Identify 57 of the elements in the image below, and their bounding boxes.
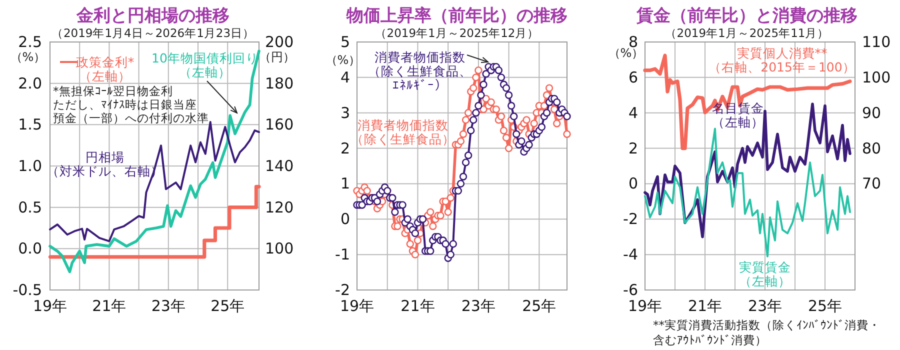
y2-tick-label: 120 — [265, 198, 294, 216]
legend-label: 政策金利*（左軸） — [76, 54, 134, 84]
y-tick-label: 0 — [340, 210, 350, 228]
y2-tick-label: 80 — [862, 139, 882, 158]
y2-tick-label: 160 — [265, 116, 294, 134]
y2-tick-label: 140 — [265, 157, 294, 175]
x-tick-label: 25年 — [808, 297, 842, 315]
chart-subtitle: （2019年1月～2025年11月） — [664, 26, 830, 40]
y2-tick-label: 180 — [265, 74, 294, 92]
x-tick-label: 19年 — [340, 297, 374, 315]
y-axis-title: （%） — [10, 50, 46, 64]
chart-title: 金利と円相場の推移 — [76, 6, 230, 26]
x-tick-label: 19年 — [32, 297, 68, 315]
y2-axis-title: （円） — [259, 50, 295, 64]
chart-title: 物価上昇率（前年比）の推移 — [346, 6, 568, 26]
y-tick-label: 0 — [628, 174, 638, 193]
y-tick-label: 2.0 — [18, 74, 42, 92]
x-tick-label: 23年 — [461, 297, 496, 315]
y-tick-label: -4 — [623, 246, 638, 264]
annotation: *無担保ｺｰﾙ翌日物金利ただし、ﾏｲﾅｽ時は日銀当座預金（一部）への付利の水準 — [53, 84, 209, 125]
x-tick-label: 21年 — [688, 297, 722, 315]
x-tick-label: 25年 — [210, 297, 245, 315]
y-tick-label: 6 — [628, 68, 638, 86]
y-tick-label: -2 — [335, 281, 350, 299]
x-tick-label: 25年 — [522, 297, 556, 315]
y-tick-label: -6 — [623, 281, 638, 299]
chart-title: 賃金（前年比）と消費の推移 — [636, 6, 858, 26]
y2-tick-label: 70 — [862, 174, 882, 193]
x-tick-label: 23年 — [151, 297, 186, 315]
y2-tick-label: 100 — [265, 240, 294, 258]
chart-subtitle: （2019年1月4日～2026年1月23日） — [51, 26, 255, 40]
x-tick-label: 23年 — [748, 297, 782, 315]
text: **実質消費活動指数（除くｲﾝﾊﾞｳﾝﾄﾞ消費・含むｱｳﾄﾊﾞｳﾝﾄﾞ消費） — [653, 318, 880, 347]
chart-subtitle: （2019年1月～2025年12月） — [374, 26, 540, 40]
y-tick-label: 2.5 — [18, 33, 42, 51]
y-tick-label: 2 — [628, 139, 638, 158]
y-tick-label: 5 — [340, 33, 350, 51]
y-tick-label: 0.0 — [18, 240, 42, 258]
y2-tick-label: 90 — [862, 104, 882, 122]
y-tick-label: -0.5 — [12, 281, 42, 299]
y2-tick-label: 110 — [862, 33, 891, 51]
y-tick-label: -2 — [623, 210, 638, 228]
y2-tick-label: 200 — [265, 33, 294, 51]
y-tick-label: 4 — [340, 68, 350, 86]
y-tick-label: -1 — [335, 246, 350, 264]
y-tick-label: 1.0 — [18, 157, 42, 175]
y-axis-title: （%） — [325, 53, 361, 67]
y-tick-label: 2 — [340, 139, 350, 158]
y-tick-label: 4 — [628, 104, 638, 122]
y-tick-label: 0.5 — [18, 198, 42, 216]
x-tick-label: 21年 — [92, 297, 126, 315]
x-tick-label: 19年 — [628, 297, 662, 315]
y-tick-label: 1 — [340, 174, 350, 193]
y-tick-label: 3 — [340, 104, 350, 122]
x-tick-label: 21年 — [400, 297, 435, 315]
y2-tick-label: 100 — [862, 68, 891, 86]
y-tick-label: 1.5 — [18, 116, 42, 134]
